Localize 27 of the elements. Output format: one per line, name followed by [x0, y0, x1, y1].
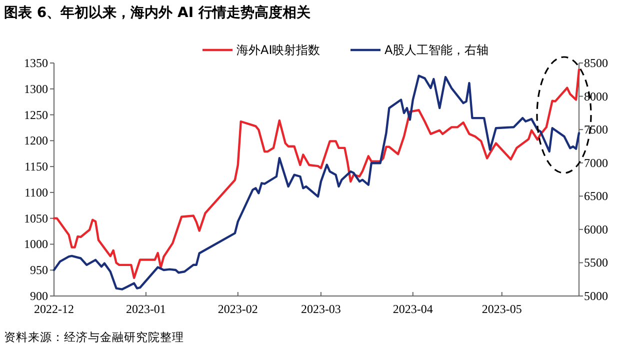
y2-tick-label: 6000 [584, 222, 608, 236]
y2-tick-label: 5500 [584, 256, 608, 270]
y2-tick-label: 7000 [584, 156, 608, 170]
y-tick-label: 950 [30, 263, 48, 278]
x-tick-label: 2022-12 [34, 302, 74, 316]
legend-label: A股人工智能，右轴 [384, 43, 489, 57]
y-tick-label: 1250 [24, 108, 48, 122]
y-tick-label: 1150 [24, 160, 48, 174]
y-tick-label: 1100 [24, 185, 48, 200]
y-tick-label: 1350 [24, 56, 48, 70]
x-tick-label: 2023-05 [482, 302, 522, 316]
x-tick-label: 2023-01 [126, 302, 166, 316]
y-tick-label: 1050 [24, 211, 48, 226]
y2-tick-label: 8500 [584, 56, 608, 70]
y-tick-label: 1200 [24, 134, 48, 148]
y-tick-label: 1000 [24, 237, 48, 252]
y2-tick-label: 5000 [584, 289, 608, 303]
y-tick-label: 1300 [24, 82, 48, 96]
x-tick-label: 2023-04 [392, 302, 433, 316]
chart-title: 图表 6、年初以来，海内外 AI 行情走势高度相关 [4, 4, 310, 21]
y-tick-label: 900 [30, 289, 48, 303]
text: 资料来源：经济与金融研究院整理 [4, 330, 184, 344]
x-tick-label: 2023-03 [300, 302, 341, 316]
legend-label: 海外AI映射指数 [236, 43, 320, 57]
y2-tick-label: 6500 [584, 189, 608, 204]
y2-tick-label: 8000 [584, 89, 608, 104]
x-tick-label: 2023-02 [218, 302, 258, 316]
